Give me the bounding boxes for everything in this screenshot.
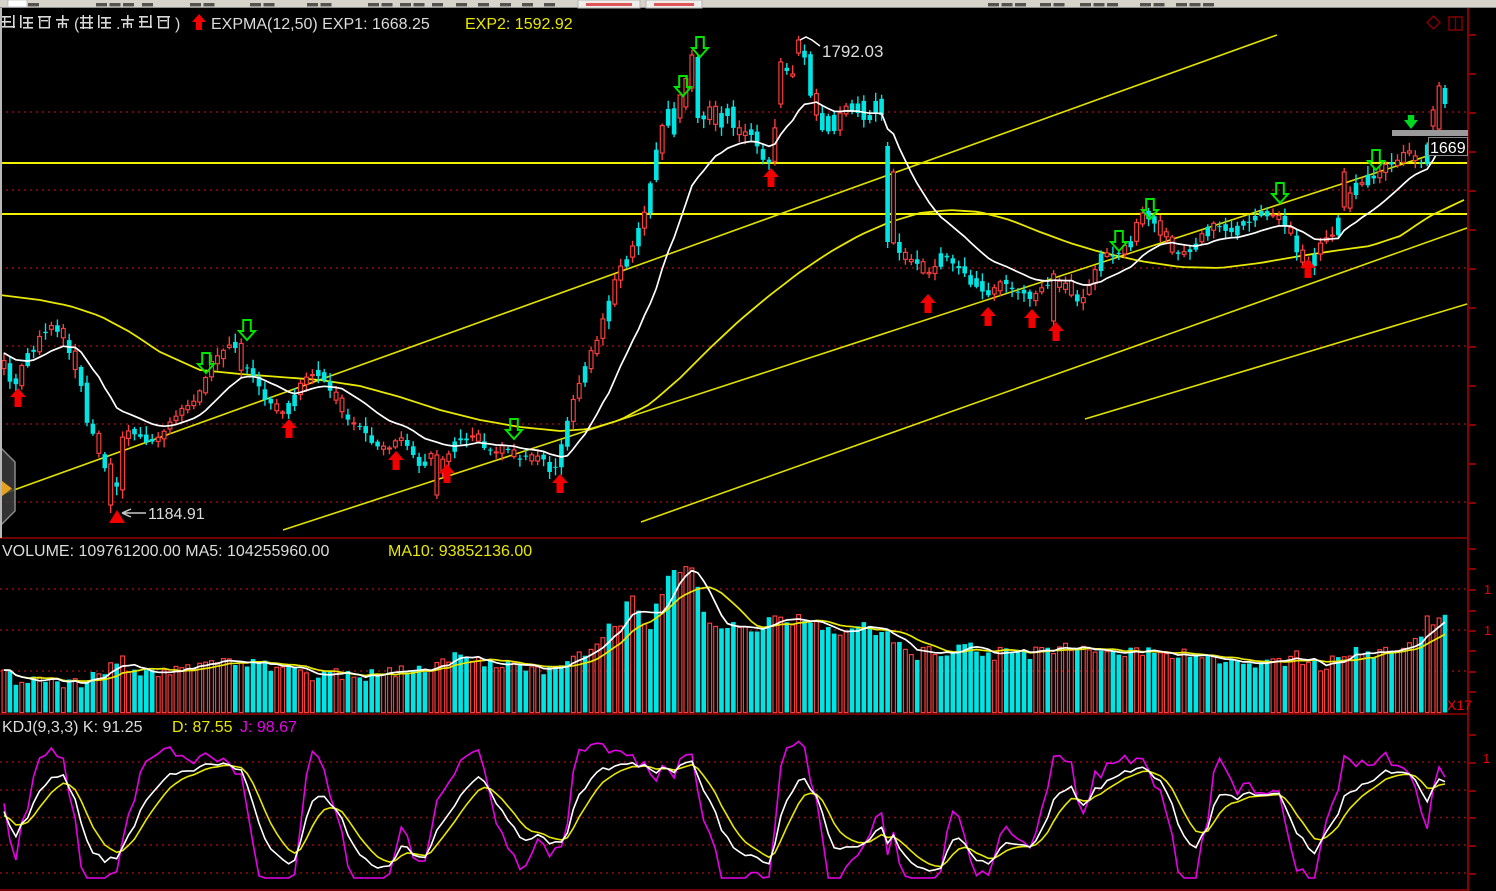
svg-text:1: 1	[1484, 582, 1491, 597]
svg-text:.: .	[116, 16, 120, 33]
svg-text:): )	[175, 16, 180, 33]
svg-text:X17: X17	[1447, 697, 1472, 713]
svg-text:1792.03: 1792.03	[822, 42, 883, 61]
svg-text:VOLUME: 109761200.00 MA5: 104: VOLUME: 109761200.00 MA5: 104255960.00	[2, 543, 329, 560]
svg-text:EXP2: 1592.92: EXP2: 1592.92	[465, 16, 573, 33]
svg-text:D: 87.55: D: 87.55	[172, 719, 233, 736]
svg-text:J: 98.67: J: 98.67	[240, 719, 297, 736]
svg-text:MA10: 93852136.00: MA10: 93852136.00	[388, 543, 532, 560]
svg-text:1: 1	[1483, 751, 1490, 766]
svg-text:1: 1	[1484, 623, 1491, 638]
svg-text:EXPMA(12,50) EXP1: 1668.25: EXPMA(12,50) EXP1: 1668.25	[211, 16, 430, 33]
svg-text:1184.91: 1184.91	[148, 506, 205, 523]
svg-text:(: (	[74, 16, 80, 33]
svg-text:1669: 1669	[1430, 140, 1466, 157]
svg-text:KDJ(9,3,3) K: 91.25: KDJ(9,3,3) K: 91.25	[2, 719, 143, 736]
